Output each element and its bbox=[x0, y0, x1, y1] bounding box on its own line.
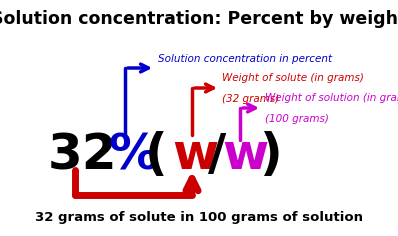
Text: Solution concentration in percent: Solution concentration in percent bbox=[158, 54, 332, 64]
Text: Solution concentration: Percent by weight: Solution concentration: Percent by weigh… bbox=[0, 10, 398, 28]
Text: Weight of solute (in grams): Weight of solute (in grams) bbox=[222, 73, 364, 83]
Text: w: w bbox=[172, 131, 218, 179]
Text: 32: 32 bbox=[48, 131, 118, 179]
Text: (: ( bbox=[145, 131, 168, 179]
Text: %: % bbox=[108, 131, 158, 179]
Text: 32 grams of solute in 100 grams of solution: 32 grams of solute in 100 grams of solut… bbox=[35, 211, 363, 224]
Text: (100 grams): (100 grams) bbox=[265, 114, 329, 124]
Text: /: / bbox=[208, 131, 226, 179]
Text: Weight of solution (in grams): Weight of solution (in grams) bbox=[265, 93, 398, 103]
Text: ): ) bbox=[260, 131, 283, 179]
Text: (32 grams): (32 grams) bbox=[222, 94, 279, 104]
Text: w: w bbox=[222, 131, 268, 179]
